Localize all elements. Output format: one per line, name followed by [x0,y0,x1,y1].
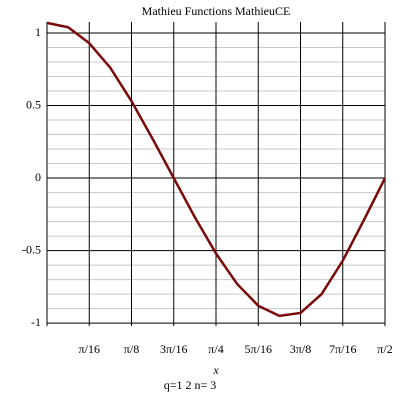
x-tick-label: 3π/16 [160,342,187,356]
x-tick-label: π/2 [377,342,392,356]
line [46,21,387,318]
y-tick-label: -0.5 [22,242,41,256]
chart-title: Mathieu Functions MathieuCE [142,4,291,18]
y-tick-label: 1 [35,25,41,39]
x-tick-label: 3π/8 [290,342,311,356]
x-tick-label: 7π/16 [329,342,356,356]
y-tick-label: 0 [35,170,41,184]
x-tick-label: π/4 [208,342,223,356]
y-tick-label: -1 [31,315,41,329]
x-tick-label: π/8 [124,342,139,356]
x-axis-label: x [212,363,219,377]
x-tick-label: 5π/16 [245,342,272,356]
x-tick-label: π/16 [79,342,100,356]
y-tick-label: 0.5 [26,97,41,111]
caption: q=1 2 n= 3 [164,378,217,392]
